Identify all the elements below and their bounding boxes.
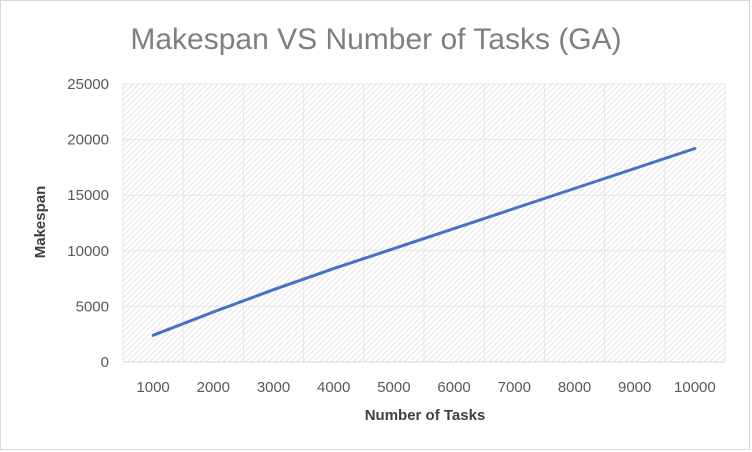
x-axis-title: Number of Tasks — [365, 407, 486, 424]
y-axis-title: Makespan — [32, 186, 49, 259]
x-tick-label: 8000 — [558, 379, 591, 396]
x-tick-label: 2000 — [197, 379, 230, 396]
y-tick-label: 0 — [101, 354, 109, 371]
y-tick-label: 10000 — [67, 243, 109, 260]
y-axis-ticks: 0 5000 10000 15000 20000 25000 — [67, 76, 109, 371]
y-tick-label: 15000 — [67, 187, 109, 204]
x-tick-label: 5000 — [377, 379, 410, 396]
x-axis-ticks: 1000 2000 3000 4000 5000 6000 7000 8000 9000 1000… — [136, 379, 715, 396]
grid-lines — [122, 83, 726, 362]
x-tick-label: 9000 — [618, 379, 651, 396]
y-tick-label: 25000 — [67, 76, 109, 93]
chart-title: Makespan VS Number of Tasks (GA) — [130, 23, 621, 56]
y-tick-label: 20000 — [67, 132, 109, 149]
x-tick-label: 10000 — [674, 379, 716, 396]
x-tick-label: 3000 — [257, 379, 290, 396]
series-line — [151, 147, 697, 337]
x-tick-label: 4000 — [317, 379, 350, 396]
x-tick-label: 1000 — [136, 379, 169, 396]
x-tick-label: 7000 — [498, 379, 531, 396]
x-tick-label: 6000 — [437, 379, 470, 396]
y-tick-label: 5000 — [76, 298, 109, 315]
